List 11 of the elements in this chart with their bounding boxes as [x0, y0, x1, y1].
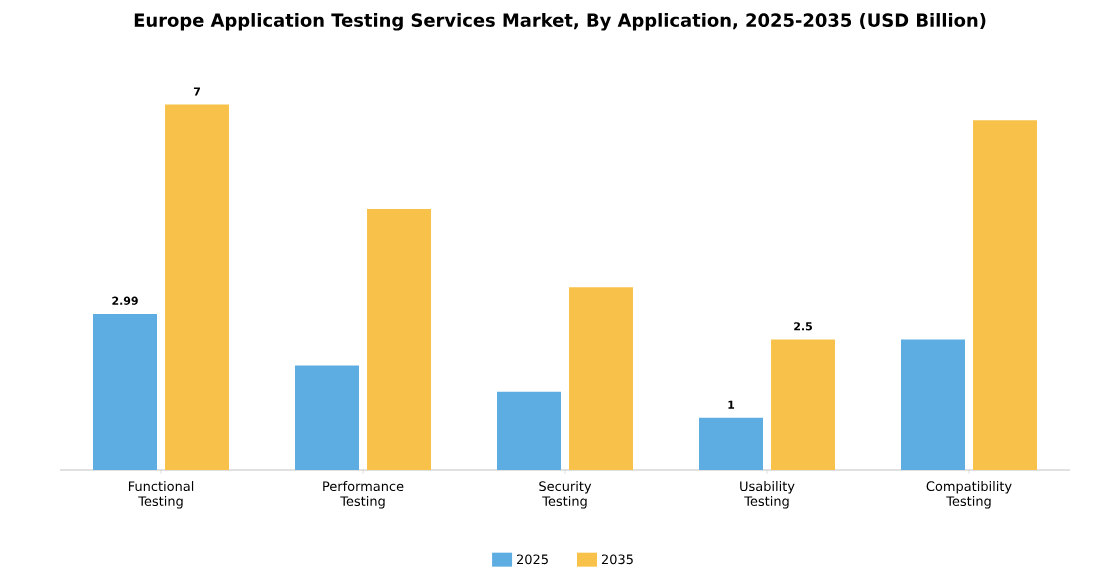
- bar: [699, 417, 764, 470]
- bar: [165, 104, 230, 470]
- bar: [973, 119, 1038, 470]
- bar: [497, 391, 562, 470]
- bar: [771, 339, 836, 470]
- bar: [569, 286, 634, 470]
- chart-title: Europe Application Testing Services Market, By Application, 2025-2035 (USD Billion): [134, 12, 986, 31]
- bar: [367, 208, 432, 470]
- bar: [93, 313, 158, 470]
- bar: [295, 365, 360, 470]
- bar: [901, 339, 966, 470]
